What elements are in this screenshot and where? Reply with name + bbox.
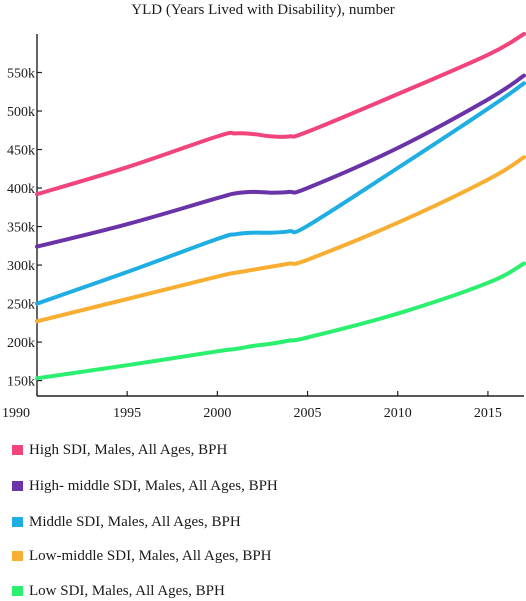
x-tick-label: 2000 xyxy=(203,406,231,421)
y-tick-label: 150k xyxy=(7,375,35,390)
x-tick-label: 2005 xyxy=(294,406,322,421)
legend-label-low-middle-sdi: Low-middle SDI, Males, All Ages, BPH xyxy=(29,548,272,564)
series-line-high-sdi xyxy=(35,32,526,197)
chart-title: YLD (Years Lived with Disability), numbe… xyxy=(131,2,395,18)
legend-label-high-sdi: High SDI, Males, All Ages, BPH xyxy=(29,442,228,458)
series-line-middle-sdi xyxy=(35,81,526,306)
legend-swatch-high-middle-sdi xyxy=(12,481,23,491)
y-tick-label: 250k xyxy=(7,298,35,313)
series-line-low-middle-sdi xyxy=(35,155,526,324)
line-chart: 150k 200k 250k 300k 350k 400k 450k 500k 550k 199… xyxy=(2,32,526,421)
y-tick-label: 400k xyxy=(7,182,35,197)
legend-swatch-high-sdi xyxy=(12,445,23,455)
y-tick-label: 300k xyxy=(7,259,35,274)
legend-swatch-low-sdi xyxy=(12,586,23,596)
x-tick-label: 1995 xyxy=(113,406,141,421)
legend-label-low-sdi: Low SDI, Males, All Ages, BPH xyxy=(29,583,225,599)
y-tick-label: 350k xyxy=(7,221,35,236)
y-tick-label: 200k xyxy=(7,336,35,351)
legend-swatch-middle-sdi xyxy=(12,517,23,527)
y-tick-label: 550k xyxy=(7,67,35,82)
x-axis: 1990 1995 2000 2005 2010 2015 xyxy=(2,391,524,421)
x-tick-label: 1990 xyxy=(2,406,30,421)
legend-swatch-low-middle-sdi xyxy=(12,551,23,561)
series-line-low-sdi xyxy=(35,261,526,381)
series-layer xyxy=(35,32,526,381)
legend-label-high-middle-sdi: High- middle SDI, Males, All Ages, BPH xyxy=(29,478,278,494)
series-line-high-middle-sdi xyxy=(35,73,526,249)
x-tick-label: 2015 xyxy=(474,406,502,421)
legend-label-middle-sdi: Middle SDI, Males, All Ages, BPH xyxy=(29,514,241,530)
x-tick-label: 2010 xyxy=(384,406,412,421)
y-tick-label: 450k xyxy=(7,144,35,159)
y-tick-label: 500k xyxy=(7,105,35,120)
y-axis: 150k 200k 250k 300k 350k 400k 450k 500k 550k xyxy=(7,34,42,396)
